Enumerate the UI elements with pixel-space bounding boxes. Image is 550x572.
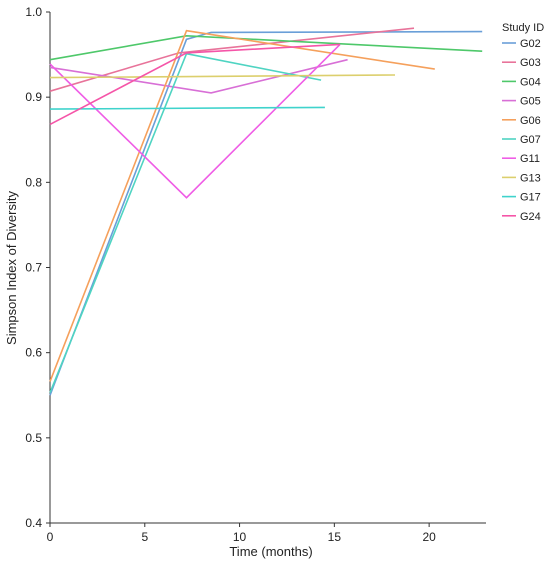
- series-line-g04: [49, 34, 483, 61]
- x-tick-label: 5: [141, 530, 148, 544]
- y-tick-label: 0.4: [25, 516, 42, 530]
- x-tick-label: 15: [328, 530, 342, 544]
- x-tick-label: 10: [233, 530, 247, 544]
- legend-label-g02: G02: [520, 38, 541, 50]
- y-tick-label: 0.8: [25, 175, 42, 189]
- legend-label-g17: G17: [520, 192, 541, 204]
- legend-label-g04: G04: [520, 76, 541, 88]
- x-tick-label: 20: [422, 530, 436, 544]
- y-tick-label: 0.9: [25, 90, 42, 104]
- y-tick-label: 1.0: [25, 5, 42, 19]
- series-line-g11: [49, 43, 341, 199]
- y-tick-label: 0.6: [25, 346, 42, 360]
- series-line-g06: [49, 29, 435, 382]
- legend-label-g03: G03: [520, 57, 541, 69]
- legend: Study ID G02 G03 G04 G05 G06 G07 G11 G13 G17 G24: [502, 22, 544, 223]
- legend-label-g05: G05: [520, 96, 541, 108]
- legend-label-g24: G24: [520, 211, 541, 223]
- series-line-g17: [49, 106, 325, 110]
- series-line-g03: [49, 27, 415, 92]
- y-tick-label: 0.5: [25, 431, 42, 445]
- legend-label-g11: G11: [520, 153, 540, 165]
- y-tick-label: 0.7: [25, 261, 42, 275]
- legend-label-g13: G13: [520, 172, 541, 184]
- series-line-g05: [49, 58, 348, 94]
- legend-label-g07: G07: [520, 134, 541, 146]
- legend-label-g06: G06: [520, 115, 541, 127]
- x-axis-title: Time (months): [229, 544, 312, 559]
- legend-title: Study ID: [502, 22, 544, 34]
- axes: 0 5 10 15 20 0.4 0.5 0.6 0.7 0.8 0.9 1.0: [25, 5, 486, 544]
- series-lines: [49, 27, 483, 396]
- series-line-g24: [49, 43, 341, 126]
- y-axis-title: Simpson Index of Diversity: [4, 191, 19, 345]
- series-line-g13: [49, 74, 396, 79]
- x-tick-label: 0: [47, 530, 54, 544]
